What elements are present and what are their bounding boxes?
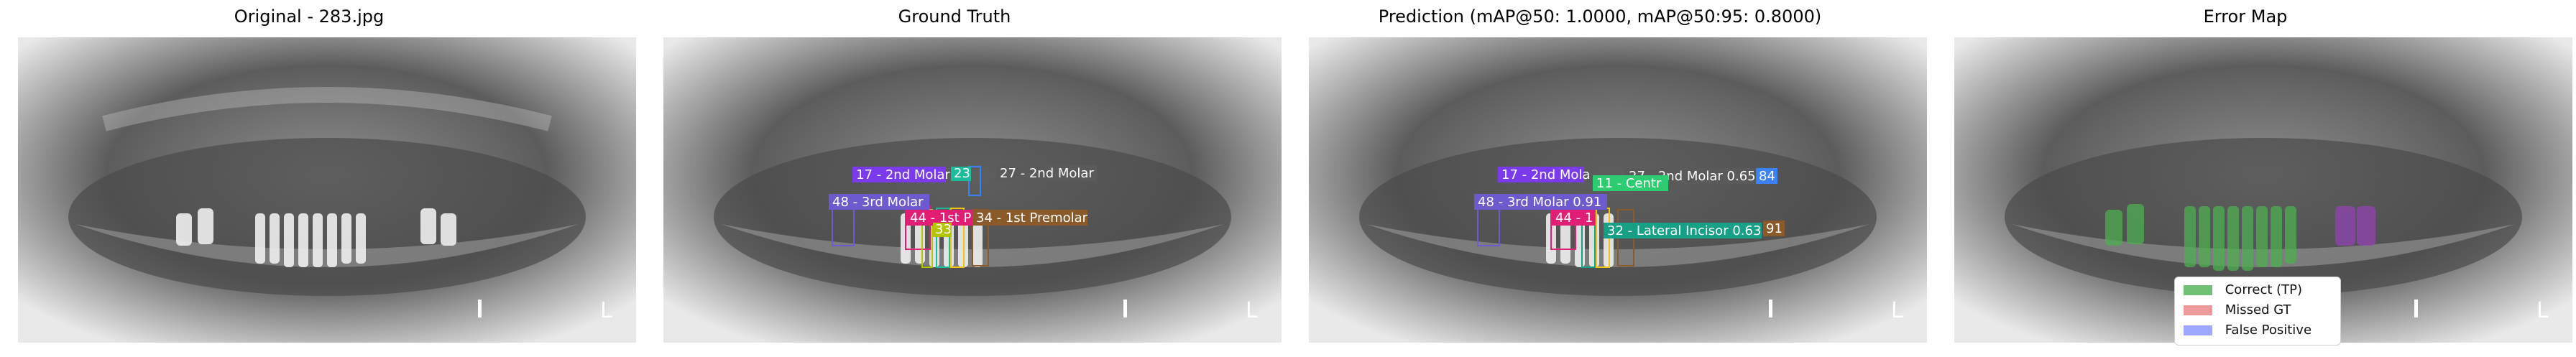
pred-label-32: 32 - Lateral Incisor 0.63 xyxy=(1607,223,1761,238)
gt-label-48: 48 - 3rd Molar xyxy=(832,195,924,210)
svg-text:L: L xyxy=(600,298,612,323)
pred-label-91: 91 xyxy=(1766,221,1782,236)
legend-label-false-positive: False Positive xyxy=(2225,323,2312,338)
legend-item-correct: Correct (TP) xyxy=(2184,282,2302,299)
legend-label-correct: Correct (TP) xyxy=(2225,282,2303,297)
pred-label-48: 48 - 3rd Molar 0.91 xyxy=(1478,195,1601,210)
title-error-map: Error Map xyxy=(2203,6,2288,27)
panel-prediction: 17 - 2nd Mola 48 - 3rd Molar 0.91 27 - 2… xyxy=(1309,37,1927,343)
svg-text:L: L xyxy=(2536,298,2549,323)
legend-item-false-positive: False Positive xyxy=(2184,322,2312,339)
legend-item-missed: Missed GT xyxy=(2184,302,2291,319)
pred-label-17: 17 - 2nd Mola xyxy=(1501,167,1590,182)
gt-label-44: 44 - 1st P xyxy=(910,210,971,226)
legend-label-missed: Missed GT xyxy=(2225,302,2291,317)
gt-label-17: 17 - 2nd Molar xyxy=(856,167,950,182)
pred-label-11: 11 - Centr xyxy=(1596,176,1662,191)
pred-label-44: 44 - 1 xyxy=(1555,210,1593,226)
gt-label-27: 27 - 2nd Molar xyxy=(1000,166,1094,181)
title-original: Original - 283.jpg xyxy=(234,6,385,27)
legend-swatch-missed xyxy=(2184,305,2212,315)
svg-text:L: L xyxy=(1891,298,1903,323)
xray-image-original: L xyxy=(18,37,636,343)
pred-label-group: 17 - 2nd Mola 48 - 3rd Molar 0.91 27 - 2… xyxy=(1474,167,1785,238)
xray-image-ground-truth: 17 - 2nd Molar 48 - 3rd Molar 27 - 2nd M… xyxy=(663,37,1282,343)
gt-label-34: 34 - 1st Premolar xyxy=(976,210,1088,226)
svg-text:L: L xyxy=(1246,298,1258,323)
legend-swatch-false-positive xyxy=(2184,325,2212,335)
panel-original: L xyxy=(18,37,636,343)
gt-label-group: 17 - 2nd Molar 48 - 3rd Molar 27 - 2nd M… xyxy=(829,165,1097,237)
xray-image-prediction: 17 - 2nd Mola 48 - 3rd Molar 0.91 27 - 2… xyxy=(1309,37,1927,343)
gt-label-33: 33 xyxy=(935,222,952,237)
title-prediction: Prediction (mAP@50: 1.0000, mAP@50:95: 0… xyxy=(1378,6,1822,27)
pred-label-84: 84 xyxy=(1759,169,1775,184)
error-map-legend: Correct (TP) Missed GT False Positive xyxy=(2174,277,2341,346)
gt-label-23: 23 xyxy=(954,166,970,181)
panel-ground-truth: 17 - 2nd Molar 48 - 3rd Molar 27 - 2nd M… xyxy=(663,37,1282,343)
legend-swatch-correct xyxy=(2184,285,2212,295)
title-ground-truth: Ground Truth xyxy=(898,6,1011,27)
